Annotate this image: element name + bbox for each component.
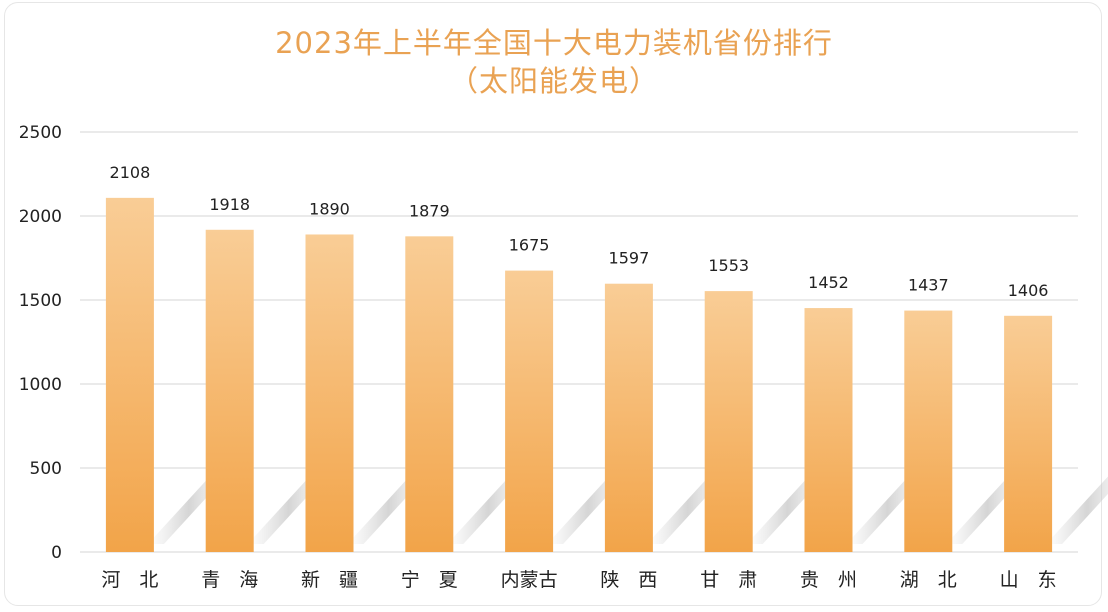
data-label: 1879: [409, 201, 450, 220]
bar: [105, 197, 154, 552]
y-tick-label: 2500: [19, 123, 62, 143]
x-tick-label: 内蒙古: [501, 569, 558, 591]
x-tick-label: 山 东: [1000, 569, 1057, 591]
y-tick-label: 2000: [19, 207, 62, 227]
x-tick-label: 河 北: [101, 569, 158, 591]
chart-subtitle: （太阳能发电）: [448, 64, 659, 98]
x-tick-label: 贵 州: [800, 569, 857, 591]
data-label: 1553: [708, 256, 749, 275]
bar: [704, 291, 753, 552]
data-label: 1406: [1008, 281, 1049, 300]
bar-shadow: [1046, 476, 1108, 544]
bar: [1004, 315, 1053, 552]
data-label: 2108: [110, 163, 151, 182]
data-label: 1675: [509, 236, 550, 255]
x-tick-label: 青 海: [201, 569, 258, 591]
x-tick-label: 陕 西: [600, 569, 657, 591]
data-label: 1597: [609, 249, 650, 268]
bar: [804, 308, 853, 552]
bar: [305, 234, 354, 553]
label-layer: 0 500 1000 1500 2000 2500 2108 河 北 1918 青 海 1890 新 …: [19, 123, 1057, 591]
bar-layer: [105, 197, 1053, 553]
chart-title: 2023年上半年全国十大电力装机省份排行: [275, 26, 833, 60]
data-label: 1918: [209, 195, 250, 214]
bar: [205, 229, 254, 552]
x-tick-label: 新 疆: [301, 569, 358, 591]
data-label: 1452: [808, 273, 849, 292]
bar: [904, 310, 953, 552]
data-label: 1437: [908, 276, 949, 295]
bar: [505, 270, 554, 552]
bar: [405, 236, 454, 552]
y-tick-label: 0: [51, 543, 62, 563]
bar: [604, 283, 653, 552]
data-label: 1890: [309, 199, 350, 218]
x-tick-label: 宁 夏: [401, 569, 458, 591]
x-tick-label: 甘 肃: [700, 569, 757, 591]
y-tick-label: 500: [30, 459, 62, 479]
x-tick-label: 湖 北: [900, 569, 957, 591]
y-tick-label: 1500: [19, 291, 62, 311]
y-tick-label: 1000: [19, 375, 62, 395]
